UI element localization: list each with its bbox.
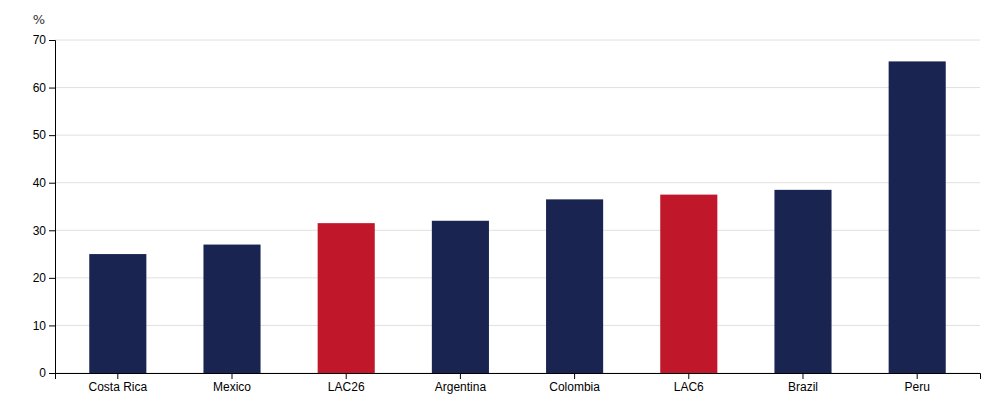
chart-svg: Costa Rica Mexico LAC26 Argentina Colombia LA… — [0, 0, 1000, 413]
y-tick-mark — [49, 183, 55, 184]
y-tick-mark — [49, 40, 55, 41]
chart-container: Costa Rica Mexico LAC26 Argentina Colombia LA… — [0, 0, 1000, 413]
x-tick-label: Costa Rica — [88, 380, 147, 394]
x-tick-mark — [117, 373, 118, 379]
y-tick-label: 70 — [33, 33, 47, 47]
bar — [889, 61, 946, 373]
x-tick-mark — [574, 373, 575, 379]
bar — [318, 223, 375, 373]
x-tick-mark — [232, 373, 233, 379]
x-tick-label: Mexico — [213, 380, 251, 394]
y-tick: 60 — [33, 81, 55, 95]
plot-area: Costa Rica Mexico LAC26 Argentina Colombia LA… — [33, 33, 981, 393]
y-tick-label: 30 — [33, 224, 47, 238]
y-tick: 30 — [33, 224, 55, 238]
y-tick: 50 — [33, 128, 55, 142]
y-tick-label: 0 — [39, 366, 46, 380]
x-tick-mark — [917, 373, 918, 379]
x-tick: Brazil — [788, 373, 818, 394]
y-tick: 40 — [33, 176, 55, 190]
y-tick-label: 20 — [33, 271, 47, 285]
grid-line — [55, 87, 980, 88]
bar — [89, 254, 146, 373]
x-tick-mark — [688, 373, 689, 379]
y-tick-mark — [49, 230, 55, 231]
grid-line — [55, 182, 980, 183]
grid-line — [55, 325, 980, 326]
bar — [774, 190, 831, 373]
x-tick: LAC6 — [674, 373, 704, 394]
x-tick-mark — [460, 373, 461, 379]
x-tick: Peru — [905, 373, 930, 394]
y-tick: 20 — [33, 271, 55, 285]
x-tick: Colombia — [549, 373, 600, 394]
x-tick-label: LAC26 — [328, 380, 365, 394]
bar — [660, 195, 717, 373]
x-tick: Argentina — [435, 373, 487, 394]
y-tick-mark — [49, 373, 55, 374]
x-tick-label: Argentina — [435, 380, 487, 394]
x-tick-mark — [802, 373, 803, 379]
x-tick-label: LAC6 — [674, 380, 704, 394]
x-tick-mark — [346, 373, 347, 379]
x-axis: Costa Rica Mexico LAC26 Argentina Colombia LA… — [56, 373, 981, 394]
grid-line — [55, 135, 980, 136]
y-axis-label: % — [33, 12, 45, 27]
y-tick-label: 50 — [33, 128, 47, 142]
x-tick-label: Brazil — [788, 380, 818, 394]
y-tick-label: 10 — [33, 319, 47, 333]
y-tick-label: 60 — [33, 81, 47, 95]
bar — [546, 199, 603, 373]
x-axis-line — [56, 374, 981, 380]
y-axis-line — [49, 41, 56, 374]
y-axis: 0 10 20 30 40 50 60 70 — [33, 33, 56, 380]
grid-line — [55, 40, 980, 41]
y-tick-mark — [49, 88, 55, 89]
y-tick-mark — [49, 135, 55, 136]
bar — [203, 245, 260, 373]
x-tick: LAC26 — [328, 373, 365, 394]
bar — [432, 221, 489, 373]
y-tick: 70 — [33, 33, 55, 47]
y-tick: 0 — [39, 366, 55, 380]
bars — [89, 61, 945, 373]
x-tick-label: Peru — [905, 380, 930, 394]
x-tick-label: Colombia — [549, 380, 600, 394]
grid-line — [55, 230, 980, 231]
y-tick-mark — [49, 325, 55, 326]
y-tick: 10 — [33, 319, 55, 333]
grid — [55, 40, 980, 373]
y-tick-label: 40 — [33, 176, 47, 190]
grid-line — [55, 277, 980, 278]
y-tick-mark — [49, 278, 55, 279]
x-tick: Costa Rica — [88, 373, 147, 394]
x-tick: Mexico — [213, 373, 251, 394]
